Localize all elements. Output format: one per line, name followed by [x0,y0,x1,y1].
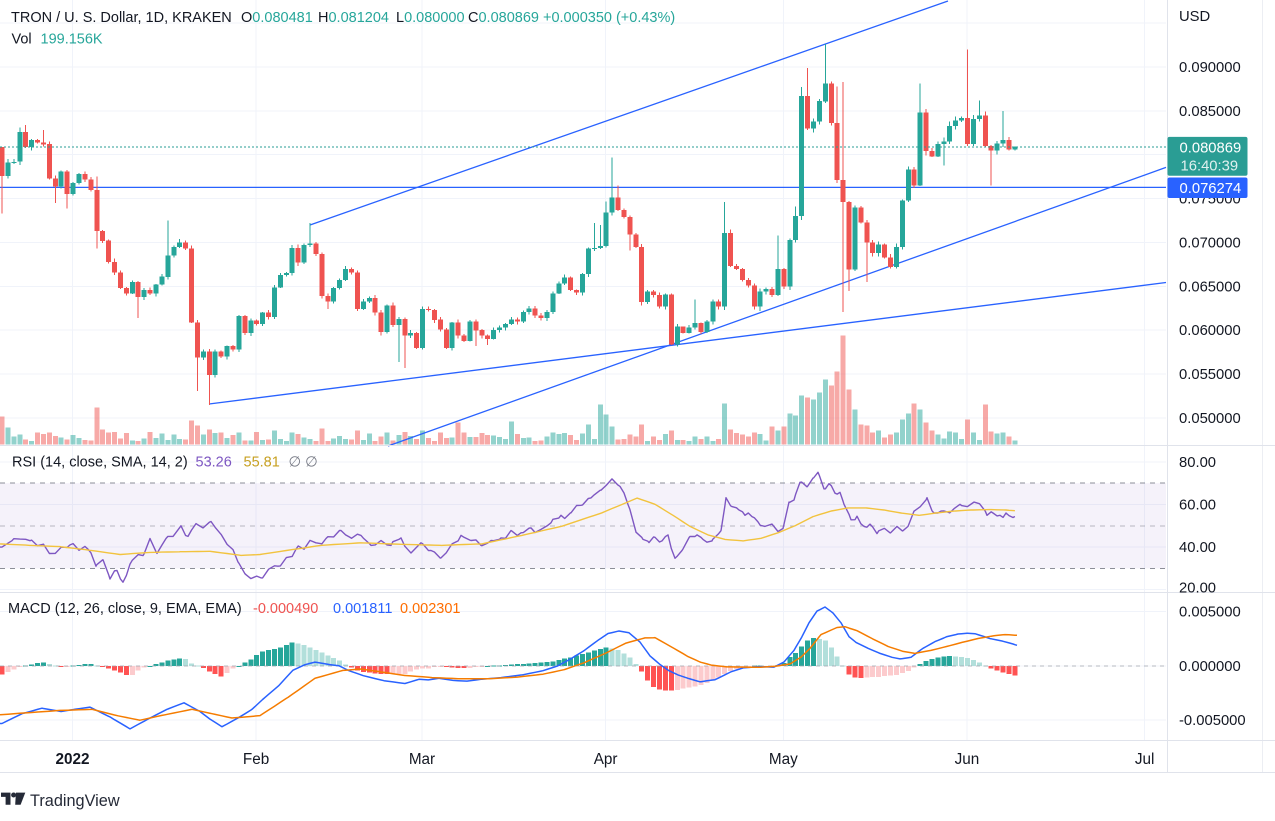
svg-text:2022: 2022 [55,751,89,768]
svg-text:May: May [769,751,798,768]
svg-text:RSI (14, close, SMA, 14, 2): RSI (14, close, SMA, 14, 2) [12,455,188,471]
svg-text:Feb: Feb [243,751,269,768]
svg-text:0.000000: 0.000000 [1179,659,1241,675]
svg-text:0.005000: 0.005000 [1179,604,1241,620]
svg-text:0.065000: 0.065000 [1179,279,1241,295]
svg-text:C0.080869 +0.000350 (+0.43%): C0.080869 +0.000350 (+0.43%) [468,10,675,26]
svg-text:53.26: 53.26 [196,455,232,471]
svg-text:0.055000: 0.055000 [1179,367,1241,383]
svg-text:Apr: Apr [594,751,618,768]
svg-text:0.001811: 0.001811 [333,601,392,617]
svg-text:0.080869: 0.080869 [1180,140,1242,156]
svg-text:0.002301: 0.002301 [400,601,460,617]
svg-text:16:40:39: 16:40:39 [1181,158,1239,174]
svg-text:MACD (12, 26, close, 9, EMA, E: MACD (12, 26, close, 9, EMA, EMA) [8,601,242,617]
svg-text:0.076274: 0.076274 [1180,181,1242,197]
svg-text:0.060000: 0.060000 [1179,323,1241,339]
svg-text:0.050000: 0.050000 [1179,411,1241,427]
svg-text:Mar: Mar [409,751,435,768]
svg-text:0.070000: 0.070000 [1179,236,1241,252]
svg-text:80.00: 80.00 [1179,455,1216,471]
svg-text:-0.000490: -0.000490 [253,601,318,617]
svg-text:USD: USD [1179,9,1210,25]
svg-text:-0.005000: -0.005000 [1179,713,1246,729]
svg-text:L0.080000: L0.080000 [396,10,465,26]
svg-text:20.00: 20.00 [1179,581,1216,597]
svg-text:Jun: Jun [955,751,980,768]
svg-text:55.81: 55.81 [244,455,280,471]
svg-text:TradingView: TradingView [30,792,120,810]
svg-text:∅ ∅: ∅ ∅ [289,455,318,471]
svg-text:TRON / U. S. Dollar, 1D, KRAKE: TRON / U. S. Dollar, 1D, KRAKEN [11,10,232,26]
svg-text:0.090000: 0.090000 [1179,60,1241,76]
svg-text:40.00: 40.00 [1179,540,1216,556]
svg-text:60.00: 60.00 [1179,498,1216,514]
svg-text:Vol: Vol [12,32,32,48]
svg-text:0.085000: 0.085000 [1179,104,1241,120]
svg-text:O0.080481: O0.080481 [241,10,313,26]
svg-text:Jul: Jul [1135,751,1155,768]
svg-text:199.156K: 199.156K [41,32,103,48]
svg-text:H0.081204: H0.081204 [318,10,389,26]
